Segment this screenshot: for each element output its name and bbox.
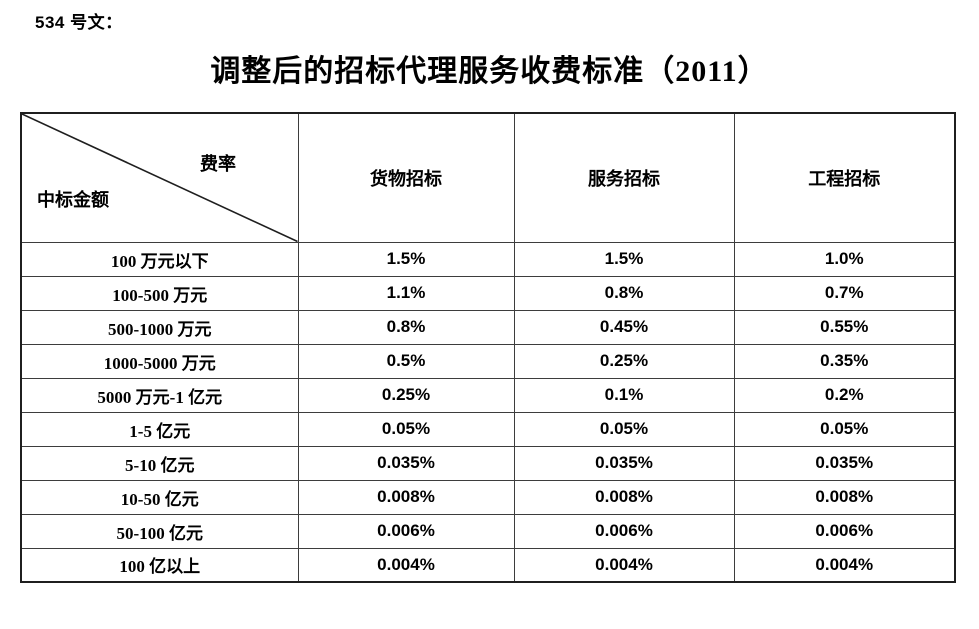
table-row: 1-5 亿元 0.05% 0.05% 0.05% [20,411,956,447]
works-rate-cell: 0.35% [733,343,956,379]
table-row: 50-100 亿元 0.006% 0.006% 0.006% [20,513,956,549]
works-rate-cell: 0.05% [733,411,956,447]
services-rate-cell: 0.05% [513,411,735,447]
page-title: 调整后的招标代理服务收费标准（2011） [210,55,769,88]
goods-rate-cell: 0.8% [297,309,515,345]
goods-rate-cell: 0.5% [297,343,515,379]
services-rate-cell: 0.8% [513,275,735,311]
diagonal-divider-line [22,114,298,242]
amount-range-cell: 1-5 亿元 [20,411,299,447]
services-rate-cell: 1.5% [513,241,735,277]
document-ref-label: 534 号文： [35,13,123,32]
services-rate-cell: 0.006% [513,513,735,549]
amount-range-cell: 50-100 亿元 [20,513,299,549]
amount-range-cell: 10-50 亿元 [20,479,299,515]
fee-rate-table: 费率 中标金额 货物招标 服务招标 工程招标 100 万元以下 1.5% 1.5… [20,112,956,583]
diagonal-corner-cell: 费率 中标金额 [20,112,299,243]
works-rate-cell: 0.035% [733,445,956,481]
amount-range-cell: 100 万元以下 [20,241,299,277]
services-rate-cell: 0.004% [513,547,735,583]
works-rate-cell: 0.2% [733,377,956,413]
services-rate-cell: 0.008% [513,479,735,515]
table-row: 5000 万元-1 亿元 0.25% 0.1% 0.2% [20,377,956,413]
amount-range-cell: 5000 万元-1 亿元 [20,377,299,413]
amount-range-cell: 5-10 亿元 [20,445,299,481]
table-header-row: 费率 中标金额 货物招标 服务招标 工程招标 [20,112,956,243]
table-row: 10-50 亿元 0.008% 0.008% 0.008% [20,479,956,515]
goods-rate-cell: 0.25% [297,377,515,413]
goods-rate-cell: 1.1% [297,275,515,311]
column-header-works: 工程招标 [733,112,956,243]
corner-fee-rate-label: 费率 [200,154,236,174]
amount-range-cell: 100-500 万元 [20,275,299,311]
table-row: 100-500 万元 1.1% 0.8% 0.7% [20,275,956,311]
goods-rate-cell: 1.5% [297,241,515,277]
services-rate-cell: 0.25% [513,343,735,379]
services-rate-cell: 0.1% [513,377,735,413]
goods-rate-cell: 0.004% [297,547,515,583]
table-row: 5-10 亿元 0.035% 0.035% 0.035% [20,445,956,481]
goods-rate-cell: 0.035% [297,445,515,481]
amount-range-cell: 1000-5000 万元 [20,343,299,379]
works-rate-cell: 1.0% [733,241,956,277]
works-rate-cell: 0.004% [733,547,956,583]
goods-rate-cell: 0.05% [297,411,515,447]
table-row: 500-1000 万元 0.8% 0.45% 0.55% [20,309,956,345]
services-rate-cell: 0.035% [513,445,735,481]
goods-rate-cell: 0.008% [297,479,515,515]
goods-rate-cell: 0.006% [297,513,515,549]
works-rate-cell: 0.006% [733,513,956,549]
column-header-services: 服务招标 [513,112,735,243]
table-row: 100 万元以下 1.5% 1.5% 1.0% [20,241,956,277]
corner-bid-amount-label: 中标金额 [37,189,109,210]
works-rate-cell: 0.7% [733,275,956,311]
amount-range-cell: 100 亿以上 [20,547,299,583]
table-row: 100 亿以上 0.004% 0.004% 0.004% [20,547,956,583]
amount-range-cell: 500-1000 万元 [20,309,299,345]
table-row: 1000-5000 万元 0.5% 0.25% 0.35% [20,343,956,379]
column-header-goods: 货物招标 [297,112,515,243]
services-rate-cell: 0.45% [513,309,735,345]
works-rate-cell: 0.008% [733,479,956,515]
works-rate-cell: 0.55% [733,309,956,345]
